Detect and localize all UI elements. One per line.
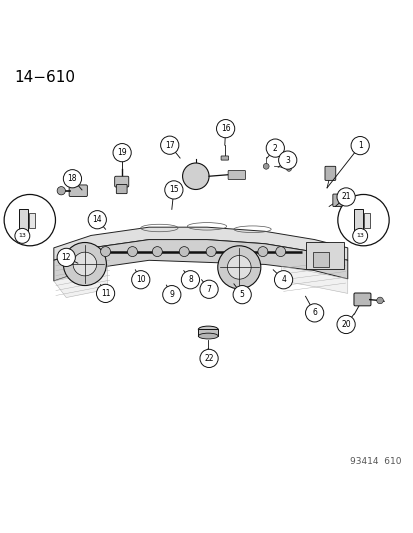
Circle shape (63, 243, 106, 286)
Text: 7: 7 (206, 285, 211, 294)
Text: 14: 14 (92, 215, 102, 224)
Circle shape (73, 252, 97, 276)
Circle shape (233, 286, 251, 304)
Circle shape (336, 316, 354, 334)
FancyBboxPatch shape (306, 241, 343, 269)
Circle shape (216, 119, 234, 138)
Circle shape (350, 136, 368, 155)
Polygon shape (281, 266, 347, 293)
Text: 2: 2 (272, 143, 277, 152)
Circle shape (199, 349, 218, 368)
Text: 13: 13 (18, 233, 26, 238)
FancyBboxPatch shape (324, 166, 335, 180)
Text: 12: 12 (62, 253, 71, 262)
Text: 10: 10 (135, 275, 145, 284)
FancyBboxPatch shape (29, 213, 35, 228)
Text: 16: 16 (220, 124, 230, 133)
Circle shape (286, 166, 291, 171)
Text: 9: 9 (169, 290, 174, 299)
Circle shape (181, 271, 199, 289)
Circle shape (57, 187, 65, 195)
Circle shape (162, 286, 180, 304)
Circle shape (337, 195, 388, 246)
Circle shape (199, 280, 218, 298)
Circle shape (274, 271, 292, 289)
Circle shape (100, 247, 110, 256)
Ellipse shape (198, 326, 218, 333)
Circle shape (127, 247, 137, 256)
Circle shape (15, 229, 30, 244)
Circle shape (352, 229, 367, 244)
FancyBboxPatch shape (312, 252, 328, 266)
Text: 6: 6 (311, 309, 316, 317)
Circle shape (63, 169, 81, 188)
Polygon shape (54, 240, 347, 281)
Circle shape (206, 247, 216, 256)
FancyBboxPatch shape (19, 209, 28, 231)
Circle shape (88, 211, 106, 229)
Text: 93414  610: 93414 610 (349, 457, 401, 466)
Circle shape (257, 247, 267, 256)
Circle shape (113, 143, 131, 161)
Circle shape (275, 247, 285, 256)
Text: 22: 22 (204, 354, 213, 363)
Text: 15: 15 (169, 185, 178, 195)
FancyBboxPatch shape (228, 171, 245, 180)
FancyBboxPatch shape (354, 209, 362, 231)
Circle shape (182, 163, 209, 190)
Text: 1: 1 (357, 141, 362, 150)
Polygon shape (54, 264, 107, 297)
Text: 19: 19 (117, 148, 127, 157)
FancyBboxPatch shape (69, 185, 87, 197)
Circle shape (376, 297, 382, 304)
Circle shape (336, 188, 354, 206)
Text: 5: 5 (239, 290, 244, 299)
Ellipse shape (198, 333, 218, 339)
Circle shape (96, 284, 114, 303)
Text: 13: 13 (355, 233, 363, 238)
Circle shape (179, 247, 189, 256)
Text: 11: 11 (101, 289, 110, 298)
Circle shape (152, 247, 162, 256)
FancyBboxPatch shape (353, 293, 370, 306)
Circle shape (227, 255, 251, 279)
FancyBboxPatch shape (198, 329, 218, 336)
Circle shape (278, 151, 296, 169)
Circle shape (266, 139, 284, 157)
Circle shape (305, 304, 323, 322)
Circle shape (131, 271, 150, 289)
Circle shape (263, 164, 268, 169)
Circle shape (160, 136, 178, 155)
Text: 14−610: 14−610 (14, 70, 75, 85)
FancyBboxPatch shape (363, 213, 369, 228)
FancyBboxPatch shape (116, 184, 127, 193)
Text: 17: 17 (164, 141, 174, 150)
Circle shape (57, 248, 75, 266)
Text: 18: 18 (68, 174, 77, 183)
FancyBboxPatch shape (332, 194, 342, 206)
Text: 21: 21 (341, 192, 350, 201)
Text: 20: 20 (340, 320, 350, 329)
FancyBboxPatch shape (114, 176, 128, 187)
Circle shape (164, 181, 183, 199)
Text: 4: 4 (280, 275, 285, 284)
Text: 8: 8 (188, 275, 192, 284)
Circle shape (4, 195, 55, 246)
Circle shape (217, 246, 260, 289)
Text: 3: 3 (285, 156, 290, 165)
Polygon shape (54, 227, 347, 260)
FancyBboxPatch shape (221, 156, 228, 160)
